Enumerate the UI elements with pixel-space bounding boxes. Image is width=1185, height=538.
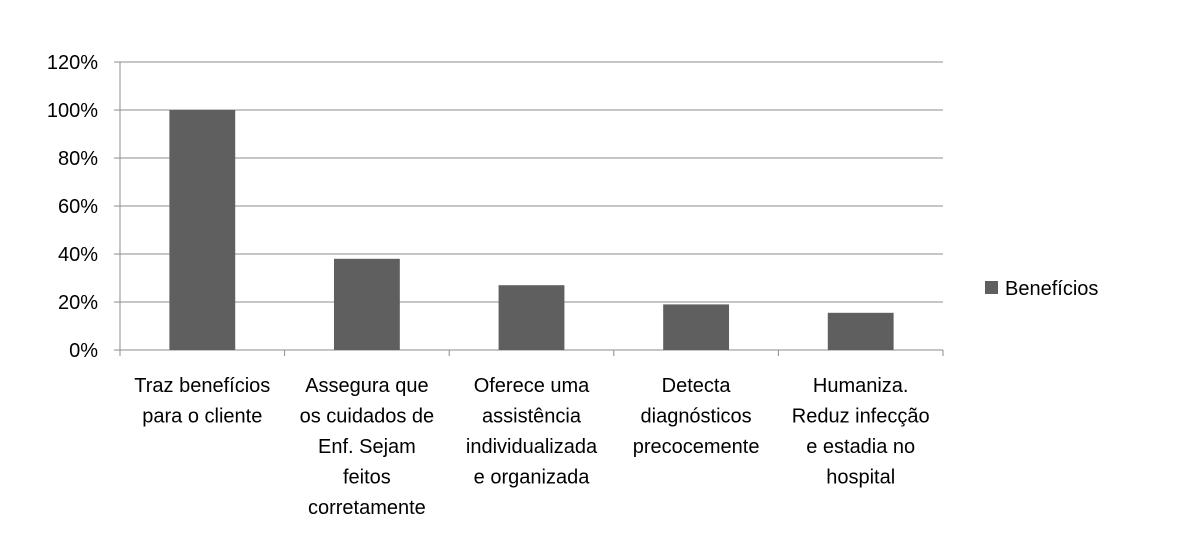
y-tick-label: 20%	[58, 292, 98, 314]
y-tick-label: 0%	[69, 340, 98, 362]
x-tick-label-line: e organizada	[474, 467, 591, 489]
y-tick-label: 120%	[47, 52, 98, 74]
x-tick-label-line: Assegura que	[305, 375, 428, 397]
x-tick-label-line: e estadia no	[806, 436, 915, 458]
bar	[169, 110, 236, 350]
x-tick-label: Assegura que os cuidados de Enf. Sejam feit…	[300, 375, 435, 519]
bar	[827, 312, 894, 350]
x-tick-label-line: Reduz infecção	[792, 406, 930, 428]
x-tick-label-line: Enf. Sejam	[318, 436, 416, 458]
legend-label: Benefícios	[1005, 278, 1098, 300]
x-tick-label-line: assistência	[482, 406, 582, 428]
x-tick-label-line: corretamente	[308, 497, 426, 519]
y-tick-label: 40%	[58, 244, 98, 266]
y-tick-label: 100%	[47, 100, 98, 122]
bar	[333, 258, 400, 350]
y-tick-label: 80%	[58, 148, 98, 170]
x-tick-label-line: Humaniza.	[813, 375, 909, 397]
x-tick-label: Traz benefícios para o cliente	[134, 375, 270, 428]
x-tick-label-line: para o cliente	[142, 406, 262, 428]
x-tick-label: Detecta diagnósticos precocemente	[633, 375, 760, 458]
x-tick-label-line: Detecta	[662, 375, 732, 397]
x-tick-label-line: individualizada	[466, 436, 598, 458]
x-tick-label: Oferece uma assistência individualizada e o…	[466, 375, 598, 489]
bar	[663, 304, 730, 350]
bar	[498, 285, 565, 350]
x-tick-label-line: diagnósticos	[641, 406, 752, 428]
x-tick-label-line: os cuidados de	[300, 406, 435, 428]
legend-swatch	[985, 281, 998, 294]
x-tick-label-line: hospital	[826, 467, 895, 489]
y-tick-label: 60%	[58, 196, 98, 218]
x-tick-label-line: feitos	[343, 467, 391, 489]
x-tick-label-line: precocemente	[633, 436, 760, 458]
x-tick-label-line: Traz benefícios	[134, 375, 270, 397]
x-tick-label: Humaniza. Reduz infecção e estadia no hospi…	[792, 375, 930, 489]
x-tick-label-line: Oferece uma	[474, 375, 590, 397]
